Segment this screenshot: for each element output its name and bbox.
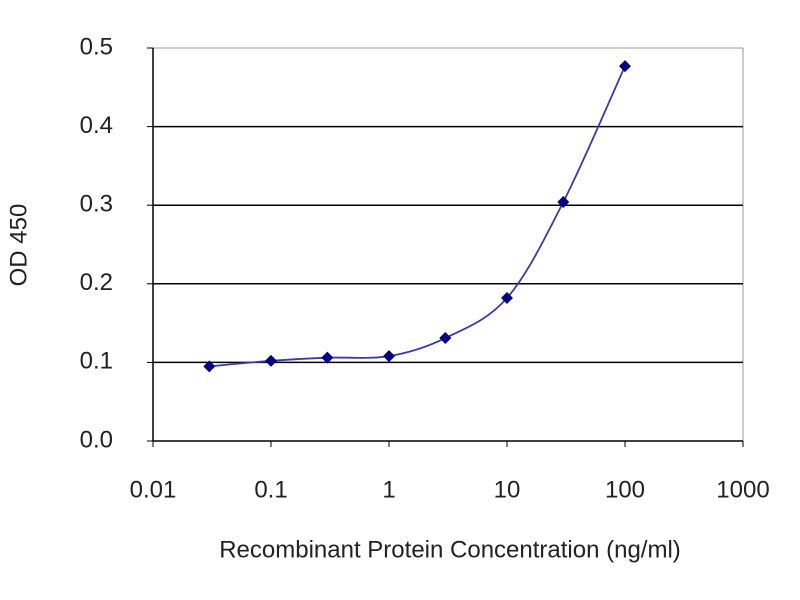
- marker: [383, 350, 395, 363]
- y-axis-label: OD 450: [5, 204, 32, 287]
- marker: [265, 354, 277, 367]
- x-tick-label: 1000: [716, 476, 769, 503]
- marker: [501, 291, 513, 304]
- marker: [321, 351, 334, 364]
- y-tick-label: 0.1: [80, 348, 113, 375]
- marker: [203, 360, 216, 373]
- x-axis-label: Recombinant Protein Concentration (ng/ml…: [219, 536, 681, 563]
- x-tick-label: 0.01: [130, 476, 177, 503]
- marker: [619, 60, 631, 73]
- marker: [557, 196, 570, 209]
- x-tick-label: 1: [382, 476, 395, 503]
- marker: [439, 332, 452, 345]
- y-tick-label: 0.5: [80, 33, 113, 60]
- x-tick-label: 10: [494, 476, 521, 503]
- y-tick-label: 0.4: [80, 112, 113, 139]
- x-tick-label: 100: [605, 476, 645, 503]
- y-tick-label: 0.2: [80, 269, 113, 296]
- y-tick-label: 0.3: [80, 191, 113, 218]
- x-tick-label: 0.1: [254, 476, 287, 503]
- y-tick-label: 0.0: [80, 426, 113, 453]
